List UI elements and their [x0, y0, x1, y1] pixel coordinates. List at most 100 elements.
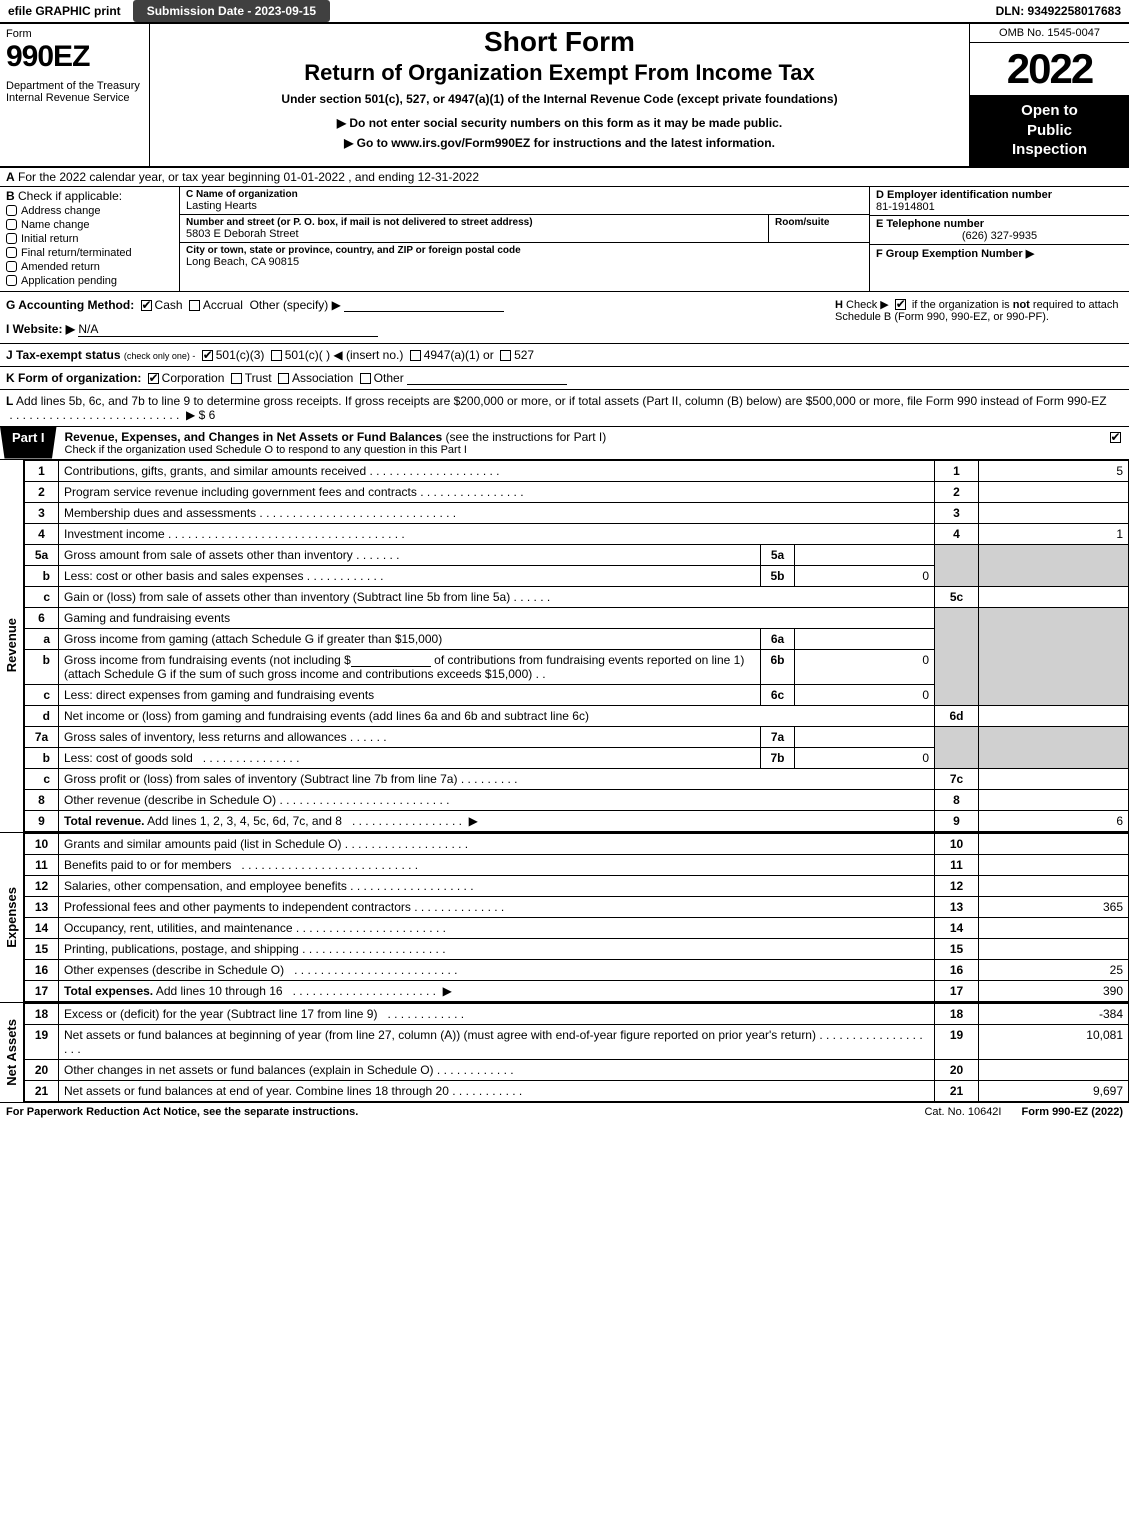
room-label: Room/suite: [775, 217, 863, 228]
net-assets-section: Net Assets 18Excess or (deficit) for the…: [0, 1003, 1129, 1103]
line-5c: cGain or (loss) from sale of assets othe…: [25, 586, 1129, 607]
chk-cash[interactable]: [141, 300, 152, 311]
line-13: 13Professional fees and other payments t…: [25, 896, 1129, 917]
line-14: 14Occupancy, rent, utilities, and mainte…: [25, 917, 1129, 938]
short-form-title: Short Form: [158, 26, 961, 58]
header-center: Short Form Return of Organization Exempt…: [150, 24, 969, 166]
line-6c: cLess: direct expenses from gaming and f…: [25, 684, 1129, 705]
chk-name-change[interactable]: Name change: [6, 219, 173, 231]
footer: For Paperwork Reduction Act Notice, see …: [0, 1103, 1129, 1121]
line-4: 4Investment income . . . . . . . . . . .…: [25, 523, 1129, 544]
submission-date: Submission Date - 2023-09-15: [133, 0, 330, 22]
part-i-check[interactable]: [1101, 427, 1129, 459]
line-5b: bLess: cost or other basis and sales exp…: [25, 565, 1129, 586]
line-1: 1Contributions, gifts, grants, and simil…: [25, 460, 1129, 481]
line-20: 20Other changes in net assets or fund ba…: [25, 1059, 1129, 1080]
line-6: 6Gaming and fundraising events: [25, 607, 1129, 628]
line-7c: cGross profit or (loss) from sales of in…: [25, 768, 1129, 789]
line-8: 8Other revenue (describe in Schedule O) …: [25, 789, 1129, 810]
revenue-side-label: Revenue: [4, 618, 19, 672]
accounting-method-label: G Accounting Method:: [6, 298, 134, 312]
line-6d: dNet income or (loss) from gaming and fu…: [25, 705, 1129, 726]
top-bar: efile GRAPHIC print Submission Date - 20…: [0, 0, 1129, 24]
line-3: 3Membership dues and assessments . . . .…: [25, 502, 1129, 523]
other-org-input[interactable]: [407, 372, 567, 385]
dln: DLN: 93492258017683: [988, 0, 1129, 22]
line-h: H Check ▶ if the organization is not req…: [829, 292, 1129, 343]
chk-association[interactable]: [278, 373, 289, 384]
section-b-c-d: B Check if applicable: Address change Na…: [0, 187, 1129, 292]
chk-other-org[interactable]: [360, 373, 371, 384]
expenses-table: 10Grants and similar amounts paid (list …: [24, 833, 1129, 1002]
form-number: 990EZ: [6, 40, 143, 74]
line-7a: 7aGross sales of inventory, less returns…: [25, 726, 1129, 747]
net-assets-table: 18Excess or (deficit) for the year (Subt…: [24, 1003, 1129, 1102]
line-19: 19Net assets or fund balances at beginni…: [25, 1024, 1129, 1059]
department-label: Department of the TreasuryInternal Reven…: [6, 80, 143, 104]
tel-value: (626) 327-9935: [876, 230, 1123, 242]
website-value: N/A: [78, 322, 378, 337]
line-6a: aGross income from gaming (attach Schedu…: [25, 628, 1129, 649]
line-j: J Tax-exempt status (check only one) - 5…: [0, 344, 1129, 367]
line-21: 21Net assets or fund balances at end of …: [25, 1080, 1129, 1101]
chk-corporation[interactable]: [148, 373, 159, 384]
efile-label[interactable]: efile GRAPHIC print: [0, 0, 129, 22]
line-10: 10Grants and similar amounts paid (list …: [25, 833, 1129, 854]
col-b: B Check if applicable: Address change Na…: [0, 187, 180, 291]
subtitle-3: ▶ Go to www.irs.gov/Form990EZ for instru…: [158, 136, 961, 150]
open-to-public: Open toPublicInspection: [970, 95, 1129, 166]
ein-label: D Employer identification number: [876, 189, 1123, 201]
expenses-section: Expenses 10Grants and similar amounts pa…: [0, 833, 1129, 1003]
line-17: 17Total expenses. Add lines 10 through 1…: [25, 980, 1129, 1001]
chk-amended-return[interactable]: Amended return: [6, 261, 173, 273]
line-11: 11Benefits paid to or for members . . . …: [25, 854, 1129, 875]
tel-label: E Telephone number: [876, 218, 1123, 230]
line-7b: bLess: cost of goods sold . . . . . . . …: [25, 747, 1129, 768]
footer-cat: Cat. No. 10642I: [904, 1106, 1021, 1118]
ein-value: 81-1914801: [876, 201, 1123, 213]
chk-address-change[interactable]: Address change: [6, 205, 173, 217]
col-c: C Name of organization Lasting Hearts Nu…: [180, 187, 869, 291]
net-assets-side-label: Net Assets: [4, 1019, 19, 1086]
chk-501c[interactable]: [271, 350, 282, 361]
line-a: A For the 2022 calendar year, or tax yea…: [0, 168, 1129, 187]
revenue-table: 1Contributions, gifts, grants, and simil…: [24, 460, 1129, 832]
col-d: D Employer identification number 81-1914…: [869, 187, 1129, 291]
irs-link[interactable]: www.irs.gov/Form990EZ: [391, 136, 530, 150]
gross-receipts: ▶ $ 6: [186, 408, 215, 422]
line-12: 12Salaries, other compensation, and empl…: [25, 875, 1129, 896]
line-18: 18Excess or (deficit) for the year (Subt…: [25, 1003, 1129, 1024]
org-name: Lasting Hearts: [186, 200, 863, 212]
chk-schedule-b[interactable]: [895, 299, 906, 310]
line-g-i: G Accounting Method: Cash Accrual Other …: [0, 292, 829, 343]
chk-527[interactable]: [500, 350, 511, 361]
line-5a: 5aGross amount from sale of assets other…: [25, 544, 1129, 565]
return-title: Return of Organization Exempt From Incom…: [158, 60, 961, 86]
part-i-header: Part I Revenue, Expenses, and Changes in…: [0, 427, 1129, 460]
addr-value: 5803 E Deborah Street: [186, 228, 762, 240]
footer-left: For Paperwork Reduction Act Notice, see …: [6, 1106, 904, 1118]
line-6b: bGross income from fundraising events (n…: [25, 649, 1129, 684]
form-label: Form: [6, 28, 143, 40]
line-k: K Form of organization: Corporation Trus…: [0, 367, 1129, 390]
chk-accrual[interactable]: [189, 300, 200, 311]
chk-501c3[interactable]: [202, 350, 213, 361]
chk-final-return[interactable]: Final return/terminated: [6, 247, 173, 259]
part-i-tab: Part I: [0, 427, 57, 459]
accounting-other-input[interactable]: [344, 299, 504, 312]
line-9: 9Total revenue. Add lines 1, 2, 3, 4, 5c…: [25, 810, 1129, 831]
part-i-title: Revenue, Expenses, and Changes in Net As…: [57, 427, 1101, 459]
group-exemption-label: F Group Exemption Number ▶: [876, 247, 1123, 260]
form-header: Form 990EZ Department of the TreasuryInt…: [0, 24, 1129, 168]
line-2: 2Program service revenue including gover…: [25, 481, 1129, 502]
expenses-side-label: Expenses: [4, 887, 19, 948]
chk-application-pending[interactable]: Application pending: [6, 275, 173, 287]
chk-initial-return[interactable]: Initial return: [6, 233, 173, 245]
subtitle-2: ▶ Do not enter social security numbers o…: [158, 116, 961, 130]
website-label: I Website: ▶: [6, 322, 75, 336]
chk-4947[interactable]: [410, 350, 421, 361]
chk-trust[interactable]: [231, 373, 242, 384]
org-name-label: C Name of organization: [186, 189, 863, 200]
header-right: OMB No. 1545-0047 2022 Open toPublicInsp…: [969, 24, 1129, 166]
footer-right: Form 990-EZ (2022): [1022, 1106, 1124, 1118]
